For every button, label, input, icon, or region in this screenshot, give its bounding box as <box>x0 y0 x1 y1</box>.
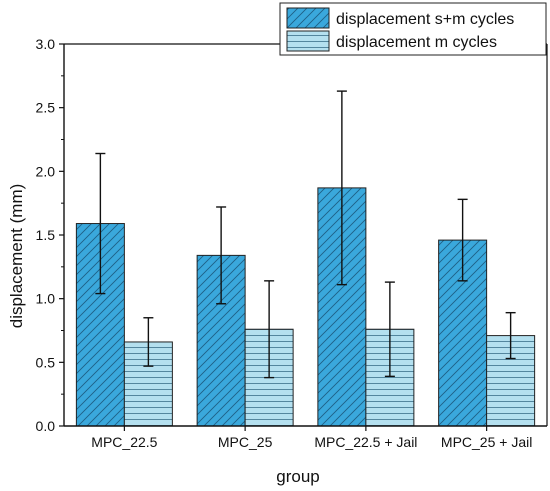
x-axis-title: group <box>276 467 319 486</box>
x-axis: MPC_22.5 MPC_25 MPC_22.5 + Jail MPC_25 + Ja… <box>64 43 547 450</box>
y-tick-label-4: 2.0 <box>36 163 56 179</box>
plot-area <box>75 90 536 427</box>
x-tick-label-2: MPC_22.5 + Jail <box>314 434 417 450</box>
y-tick-label-1: 0.5 <box>36 354 56 370</box>
y-tick-label-2: 1.0 <box>36 291 56 307</box>
legend-label-series-1: displacement s+m cycles <box>336 11 514 28</box>
y-tick-label-6: 3.0 <box>36 36 56 52</box>
y-tick-label-5: 2.5 <box>36 100 56 116</box>
y-tick-label-3: 1.5 <box>36 227 56 243</box>
x-tick-label-0: MPC_22.5 <box>91 434 157 450</box>
x-tick-label-3: MPC_25 + Jail <box>441 434 532 450</box>
y-tick-label-0: 0.0 <box>36 418 56 434</box>
legend-label-series-2: displacement m cycles <box>336 34 497 51</box>
y-axis-title: displacement (mm) <box>7 184 26 329</box>
y-axis: 0.0 0.5 1.0 1.5 2.0 2.5 3.0 <box>36 36 548 434</box>
legend-swatch-series-2 <box>286 30 330 52</box>
legend: displacement s+m cycles displacement m c… <box>279 2 547 56</box>
x-tick-label-1: MPC_25 <box>218 434 273 450</box>
legend-swatch-series-1 <box>286 7 330 29</box>
